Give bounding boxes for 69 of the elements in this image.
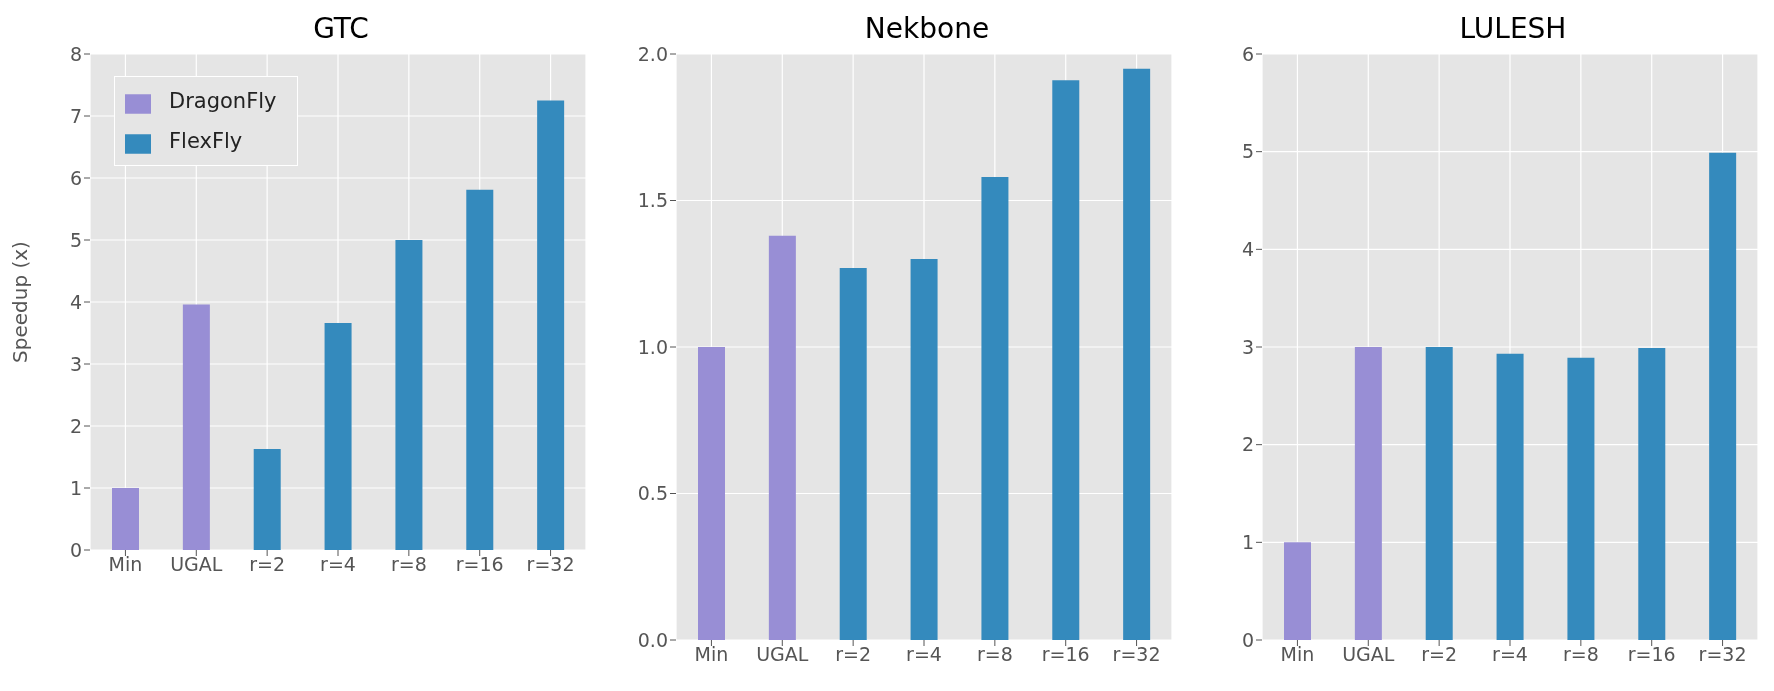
chart-title: Nekbone — [864, 12, 990, 45]
bar — [1709, 152, 1737, 640]
legend-label: FlexFly — [169, 129, 243, 153]
x-tick-label: Min — [1280, 643, 1315, 666]
bar — [839, 267, 867, 640]
bar — [698, 347, 725, 640]
y-tick-label: 0 — [69, 538, 82, 561]
y-tick-label: 4 — [1241, 238, 1254, 261]
y-tick-label: 4 — [69, 290, 82, 313]
bar — [112, 488, 139, 550]
bar — [395, 240, 423, 550]
y-tick-label: 5 — [69, 228, 82, 251]
bar — [1425, 347, 1453, 640]
y-tick-label: 3 — [69, 352, 82, 375]
x-tick-label: r=16 — [1041, 643, 1090, 666]
x-tick-label: Min — [108, 553, 143, 576]
x-tick-label: r=32 — [1112, 643, 1161, 666]
x-tick-label: Min — [694, 643, 729, 666]
bar — [1567, 357, 1595, 640]
y-tick-label: 0.0 — [637, 628, 668, 651]
chart-title: LULESH — [1459, 12, 1567, 45]
x-tick-label: r=32 — [1698, 643, 1747, 666]
y-axis-title: Speedup (x) — [8, 241, 33, 363]
bar — [1496, 353, 1524, 640]
bar — [182, 304, 210, 550]
y-tick-label: 8 — [69, 42, 82, 65]
legend-label: DragonFly — [169, 89, 277, 113]
x-tick-label: r=2 — [1421, 643, 1458, 666]
bar — [981, 177, 1009, 640]
bar — [466, 189, 494, 550]
y-tick-label: 1.0 — [637, 335, 668, 358]
chart-title: GTC — [313, 12, 369, 45]
y-tick-label: 1 — [69, 476, 82, 499]
x-tick-label: UGAL — [756, 643, 809, 666]
y-tick-label: 6 — [69, 166, 82, 189]
y-tick-label: 2 — [1241, 433, 1254, 456]
bar — [253, 448, 281, 550]
y-tick-label: 6 — [1241, 42, 1254, 65]
bar — [768, 235, 796, 640]
bar — [910, 259, 938, 640]
y-tick-label: 5 — [1241, 140, 1254, 163]
y-tick-label: 2.0 — [637, 42, 668, 65]
x-tick-label: r=4 — [906, 643, 942, 666]
bar — [324, 323, 352, 550]
bar — [1052, 80, 1080, 640]
bar — [1354, 347, 1382, 640]
x-tick-label: UGAL — [170, 553, 223, 576]
x-tick-label: UGAL — [1342, 643, 1395, 666]
x-tick-label: r=8 — [1562, 643, 1599, 666]
x-tick-label: r=8 — [390, 553, 427, 576]
y-tick-label: 1.5 — [637, 189, 668, 212]
y-tick-label: 0 — [1241, 628, 1254, 651]
x-tick-label: r=2 — [835, 643, 872, 666]
bar — [1638, 347, 1666, 640]
y-tick-label: 3 — [1241, 335, 1254, 358]
bar — [537, 100, 565, 550]
y-tick-label: 1 — [1241, 531, 1254, 554]
x-tick-label: r=32 — [526, 553, 575, 576]
x-tick-label: r=4 — [1492, 643, 1528, 666]
bar — [1284, 542, 1311, 640]
x-tick-label: r=8 — [976, 643, 1013, 666]
x-tick-label: r=2 — [249, 553, 286, 576]
y-tick-label: 0.5 — [637, 482, 668, 505]
y-tick-label: 7 — [69, 104, 82, 127]
x-tick-label: r=16 — [1627, 643, 1676, 666]
bar — [1123, 68, 1151, 640]
x-tick-label: r=16 — [455, 553, 504, 576]
y-tick-label: 2 — [69, 414, 82, 437]
x-tick-label: r=4 — [320, 553, 356, 576]
